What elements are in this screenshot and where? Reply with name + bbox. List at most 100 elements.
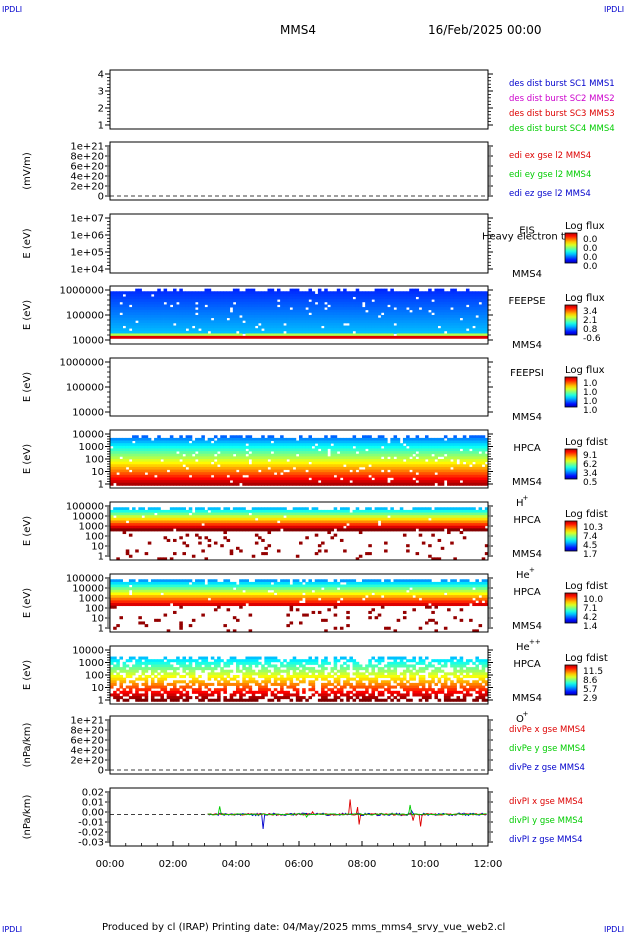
- p6-pixel: [179, 445, 183, 449]
- p4-pixel: [201, 333, 205, 337]
- p6-pixel: [113, 469, 117, 473]
- p7-pixel: [261, 552, 265, 556]
- p7-pixel: [236, 515, 240, 519]
- p4-pixel: [469, 304, 473, 308]
- p7-pixel: [163, 528, 168, 532]
- p6-pixel: [141, 453, 146, 457]
- p4-pixel: [484, 293, 489, 297]
- p6-pixel: [210, 453, 215, 457]
- p4-pixel: [355, 291, 360, 295]
- p4-pixel: [428, 330, 432, 334]
- p4-pixel: [141, 330, 146, 334]
- p4-pixel: [415, 333, 420, 337]
- p4-pixel: [308, 301, 312, 305]
- p6-pixel: [440, 469, 445, 473]
- p4-pixel: [402, 301, 407, 305]
- p6-pixel: [406, 435, 410, 439]
- p4-pixel: [472, 330, 476, 334]
- p4-pixel: [217, 328, 221, 332]
- p6-pixel: [355, 474, 360, 478]
- p6-pixel: [346, 440, 350, 444]
- p4-pixel: [220, 296, 224, 300]
- p7-pixel: [113, 512, 117, 516]
- p6-pixel: [399, 480, 404, 484]
- p6-pixel: [421, 477, 426, 481]
- p6-pixel: [273, 445, 278, 449]
- p4-pixel: [150, 317, 155, 321]
- p6-pixel: [110, 466, 114, 470]
- p4-pixel: [195, 296, 199, 300]
- p7-pixel: [226, 538, 231, 542]
- p6-pixel: [236, 480, 240, 484]
- p4-pixel: [377, 307, 382, 311]
- p6-pixel: [481, 435, 486, 439]
- p6-pixel: [431, 445, 435, 449]
- p7-pixel: [154, 507, 158, 511]
- p4-pixel: [336, 328, 341, 332]
- p6-pixel: [453, 480, 457, 484]
- p6-pixel: [365, 459, 369, 463]
- p4-pixel: [399, 304, 404, 308]
- p6-pixel: [440, 451, 445, 455]
- p7-pixel: [195, 533, 199, 537]
- p6-pixel: [358, 451, 363, 455]
- p6-pixel: [242, 469, 246, 473]
- p7-pixel: [264, 525, 268, 529]
- p4-pixel: [236, 299, 240, 303]
- p7-pixel: [119, 523, 123, 527]
- p6-pixel: [166, 464, 171, 468]
- p6-pixel: [273, 464, 278, 468]
- p6-pixel: [210, 451, 215, 455]
- p6-pixel: [213, 461, 218, 465]
- p7-pixel: [141, 517, 146, 521]
- p4-pixel: [251, 309, 256, 313]
- p6-pixel: [242, 461, 246, 465]
- p6-pixel: [428, 461, 432, 465]
- p4-pixel: [135, 312, 139, 316]
- p6-pixel: [122, 464, 127, 468]
- p7-pixel: [232, 517, 237, 521]
- p4-pixel: [362, 312, 366, 316]
- p6-pixel: [239, 469, 243, 473]
- p4-pixel: [437, 328, 442, 332]
- p6-pixel: [377, 464, 382, 468]
- p6-pixel: [113, 445, 117, 449]
- p7-pixel: [198, 517, 202, 521]
- p7-pixel: [166, 509, 171, 513]
- p7-pixel: [204, 525, 209, 529]
- p6-pixel: [330, 451, 335, 455]
- p7-pixel: [201, 528, 205, 532]
- p6-pixel: [251, 464, 256, 468]
- p6-pixel: [371, 453, 375, 457]
- p6-pixel: [425, 472, 429, 476]
- p4-pixel: [409, 317, 413, 321]
- p4-pixel: [198, 307, 202, 311]
- p6-pixel: [481, 456, 486, 460]
- p4-pixel: [440, 309, 445, 313]
- p6-pixel: [349, 445, 353, 449]
- p6-pixel: [374, 474, 379, 478]
- p4-pixel: [349, 309, 353, 313]
- p6-pixel: [465, 445, 470, 449]
- p6-pixel: [478, 437, 483, 441]
- p4-pixel: [239, 296, 243, 300]
- p4-pixel: [421, 291, 426, 295]
- p6-pixel: [110, 464, 114, 468]
- p6-pixel: [276, 440, 281, 444]
- p4-pixel: [292, 291, 297, 295]
- p4-pixel: [437, 299, 442, 303]
- p4-pixel: [213, 330, 218, 334]
- p6-pixel: [396, 469, 401, 473]
- p4-pixel: [425, 325, 429, 329]
- p4-pixel: [387, 320, 391, 324]
- p7-pixel: [236, 507, 240, 511]
- p4-pixel: [440, 320, 445, 324]
- p4-pixel: [396, 291, 401, 295]
- p6-pixel: [251, 453, 256, 457]
- p6-pixel: [295, 443, 300, 447]
- p6-pixel: [245, 472, 249, 476]
- p6-pixel: [314, 466, 319, 470]
- p4-pixel: [125, 317, 130, 321]
- p4-pixel: [447, 291, 451, 295]
- p4-pixel: [273, 312, 278, 316]
